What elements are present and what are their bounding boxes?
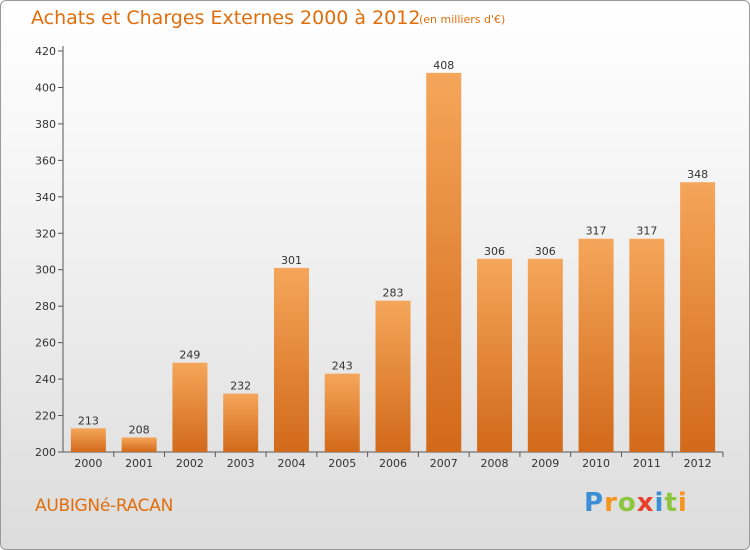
y-tick-label: 340 [35, 191, 56, 204]
data-label: 408 [433, 59, 454, 72]
data-label: 348 [687, 168, 708, 181]
data-label: 306 [484, 245, 505, 258]
x-tick-label: 2009 [531, 457, 559, 470]
data-label: 208 [129, 423, 150, 436]
x-tick-label: 2006 [379, 457, 407, 470]
y-tick-label: 360 [35, 154, 56, 167]
logo-letter: i [654, 488, 665, 518]
chart-title: Achats et Charges Externes 2000 à 2012 [31, 7, 421, 29]
bar [629, 238, 665, 452]
y-tick-label: 300 [35, 264, 56, 277]
x-tick-label: 2003 [227, 457, 255, 470]
data-label: 249 [179, 349, 200, 362]
y-tick-label: 240 [35, 373, 56, 386]
logo-letter: x [636, 488, 655, 518]
bar [578, 238, 614, 452]
y-tick-label: 200 [35, 446, 56, 459]
bar [527, 258, 563, 452]
x-tick-label: 2007 [430, 457, 458, 470]
y-tick-label: 380 [35, 118, 56, 131]
logo-letter: P [584, 488, 605, 518]
x-tick-label: 2011 [633, 457, 661, 470]
y-tick-label: 420 [35, 45, 56, 58]
proxiti-logo: Proxiti [584, 488, 688, 518]
bar [375, 300, 411, 452]
logo-letter: i [677, 488, 688, 518]
x-tick-label: 2001 [125, 457, 153, 470]
y-tick-label: 280 [35, 300, 56, 313]
data-label: 213 [78, 414, 99, 427]
data-label: 232 [230, 380, 251, 393]
y-tick-label: 400 [35, 81, 56, 94]
data-label: 317 [636, 225, 657, 238]
data-label: 243 [332, 360, 353, 373]
bar [426, 72, 462, 452]
data-label: 301 [281, 254, 302, 267]
bar [223, 393, 259, 452]
bar [477, 258, 513, 452]
x-tick-label: 2012 [684, 457, 712, 470]
x-tick-label: 2000 [74, 457, 102, 470]
y-tick-label: 220 [35, 410, 56, 423]
bar [273, 267, 309, 452]
bar [172, 362, 208, 452]
bar [680, 182, 716, 452]
data-label: 283 [383, 287, 404, 300]
data-label: 306 [535, 245, 556, 258]
unit-note: (en milliers d'€) [419, 13, 506, 26]
commune-name: AUBIGNé-RACAN [35, 496, 174, 516]
x-tick-label: 2002 [176, 457, 204, 470]
logo-letter: o [617, 488, 637, 518]
x-tick-label: 2004 [277, 457, 305, 470]
logo-letter: t [664, 488, 678, 518]
y-tick-label: 260 [35, 337, 56, 350]
data-label: 317 [586, 225, 607, 238]
x-tick-label: 2008 [481, 457, 509, 470]
bar [121, 437, 157, 452]
bar [324, 373, 360, 452]
bar [70, 428, 106, 452]
logo-letter: r [604, 488, 618, 518]
x-tick-label: 2005 [328, 457, 356, 470]
x-tick-label: 2010 [582, 457, 610, 470]
y-tick-label: 320 [35, 227, 56, 240]
